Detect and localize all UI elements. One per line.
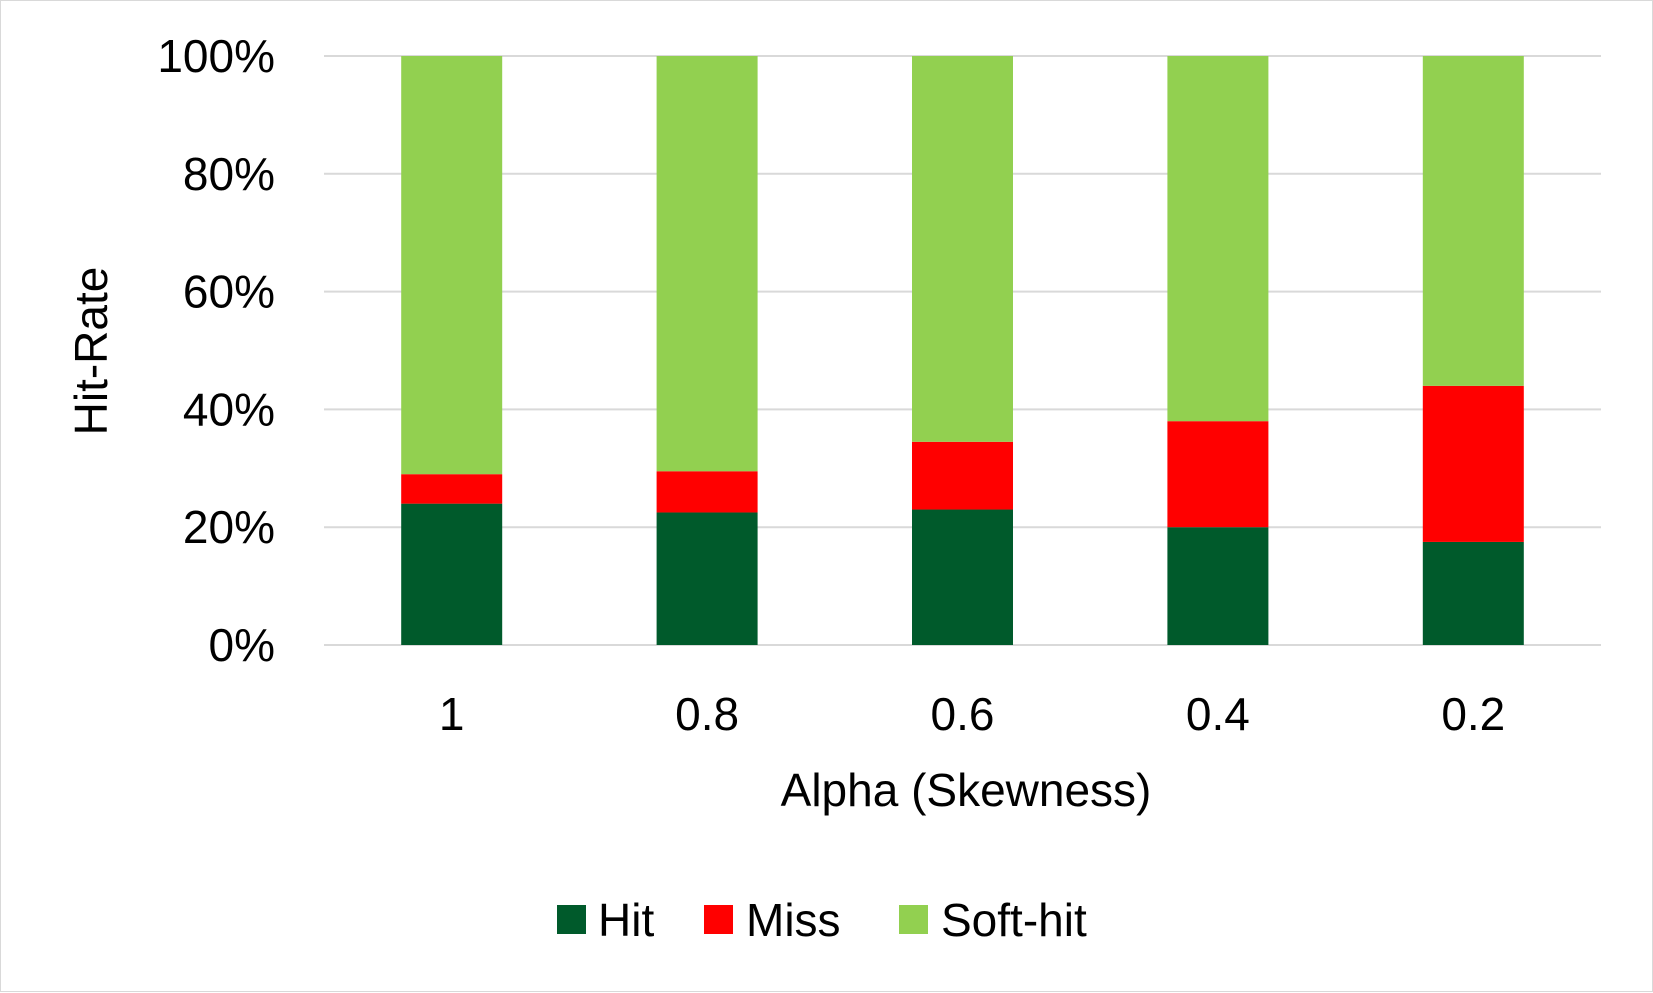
bar-segment-hit [401, 503, 503, 645]
x-tick-label: 0.4 [1186, 688, 1250, 740]
x-tick-label: 0.8 [675, 688, 739, 740]
bar-segment-miss [656, 471, 758, 513]
y-axis-title: Hit-Rate [65, 267, 117, 436]
legend-label-soft-hit: Soft-hit [941, 894, 1087, 946]
bar-segment-hit [1167, 527, 1269, 645]
y-axis-tick-labels: 0% 20% 40% 60% 80% 100% [157, 30, 275, 671]
y-tick-label: 80% [183, 148, 275, 200]
bar-segment-soft-hit [912, 56, 1013, 442]
bar-segment-miss [1422, 385, 1524, 542]
bar-segment-soft-hit [401, 56, 503, 475]
bar-segment-hit [912, 509, 1013, 645]
x-tick-label: 1 [439, 688, 465, 740]
x-tick-label: 0.2 [1441, 688, 1505, 740]
legend-label-hit: Hit [598, 894, 654, 946]
bar-segment-miss [401, 474, 503, 504]
legend-swatch-soft-hit [899, 905, 928, 934]
y-tick-label: 40% [183, 383, 275, 435]
bar-segment-hit [1422, 541, 1524, 645]
legend-swatch-hit [557, 905, 586, 934]
bar-segment-soft-hit [1167, 56, 1269, 422]
bar-segment-miss [1167, 421, 1269, 528]
y-tick-label: 0% [209, 619, 275, 671]
bar-segment-miss [912, 441, 1013, 510]
bar-segment-hit [656, 512, 758, 645]
y-tick-label: 100% [157, 30, 275, 82]
legend-label-miss: Miss [746, 894, 841, 946]
legend-swatch-miss [704, 905, 733, 934]
legend: Hit Miss Soft-hit [557, 894, 1087, 946]
bar-segment-soft-hit [656, 56, 758, 472]
y-tick-label: 60% [183, 266, 275, 318]
bar-segment-soft-hit [1422, 56, 1524, 386]
x-axis-title: Alpha (Skewness) [781, 764, 1152, 816]
x-axis-tick-labels: 1 0.8 0.6 0.4 0.2 [439, 688, 1505, 740]
bars [401, 56, 1524, 645]
x-tick-label: 0.6 [931, 688, 995, 740]
y-tick-label: 20% [183, 501, 275, 553]
